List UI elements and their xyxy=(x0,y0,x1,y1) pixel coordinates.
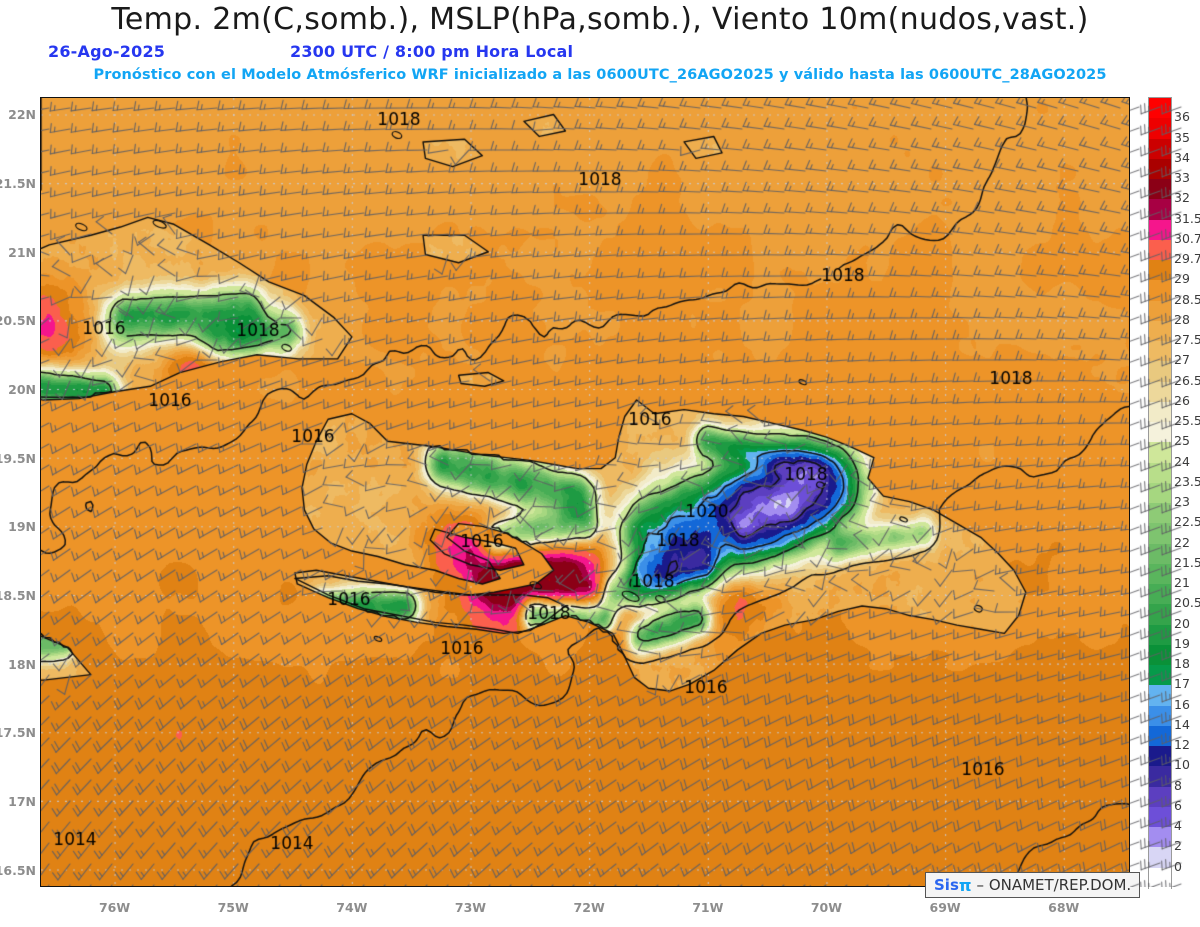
latitude-tick: 22N xyxy=(0,107,40,123)
latitude-tick-label: 21N xyxy=(8,244,36,260)
latitude-tick-label: 16.5N xyxy=(0,862,36,878)
longitude-tick-label: 68W xyxy=(1048,900,1080,915)
latitude-tick: 20N xyxy=(0,382,40,398)
longitude-tick: 74W xyxy=(322,900,382,916)
longitude-tick-label: 70W xyxy=(810,900,843,915)
longitude-tick-label: 71W xyxy=(692,900,724,915)
header-subline: 26-Ago-2025 2300 UTC / 8:00 pm Hora Loca… xyxy=(0,42,1200,64)
longitude-tick: 71W xyxy=(678,900,738,916)
longitude-tick: 69W xyxy=(915,900,975,916)
latitude-tick-label: 21.5N xyxy=(0,176,36,192)
longitude-tick: 73W xyxy=(441,900,501,916)
latitude-tick: 19.5N xyxy=(0,450,40,466)
latitude-tick-label: 20N xyxy=(8,382,36,398)
weather-map-canvas xyxy=(41,98,1129,886)
latitude-tick-label: 22N xyxy=(8,107,36,123)
longitude-tick: 70W xyxy=(796,900,856,916)
latitude-tick-label: 18N xyxy=(8,656,36,672)
credit-box: Sis π – ONAMET/REP.DOM. xyxy=(925,872,1141,898)
forecast-time: 2300 UTC / 8:00 pm Hora Local xyxy=(290,42,574,61)
overflow-wind-barbs xyxy=(1130,97,1200,887)
latitude-tick: 21.5N xyxy=(0,176,40,192)
latitude-tick: 21N xyxy=(0,244,40,260)
longitude-tick-label: 74W xyxy=(336,900,368,915)
longitude-tick-label: 73W xyxy=(454,900,487,915)
latitude-tick-label: 17.5N xyxy=(0,725,36,741)
latitude-tick-label: 19.5N xyxy=(0,450,36,466)
model-description: Pronóstico con el Modelo Atmósferico WRF… xyxy=(93,67,1107,83)
latitude-tick: 16.5N xyxy=(0,862,40,878)
forecast-date: 26-Ago-2025 xyxy=(48,42,166,61)
map-plot-area xyxy=(40,97,1130,887)
latitude-tick-label: 19N xyxy=(8,519,36,535)
page-title: Temp. 2m(C,somb.), MSLP(hPa,somb.), Vien… xyxy=(111,2,1089,37)
header: Temp. 2m(C,somb.), MSLP(hPa,somb.), Vien… xyxy=(0,0,1200,95)
latitude-tick: 18N xyxy=(0,656,40,672)
longitude-tick: 75W xyxy=(203,900,263,916)
latitude-tick: 17N xyxy=(0,793,40,809)
latitude-tick: 20.5N xyxy=(0,313,40,329)
latitude-tick-label: 17N xyxy=(8,793,36,809)
sis-label: Sis xyxy=(934,876,959,894)
longitude-tick: 68W xyxy=(1034,900,1094,916)
latitude-tick: 17.5N xyxy=(0,725,40,741)
longitude-tick-label: 72W xyxy=(573,900,605,915)
longitude-tick-label: 75W xyxy=(217,900,249,915)
organization-label: – ONAMET/REP.DOM. xyxy=(976,876,1132,894)
latitude-tick-label: 18.5N xyxy=(0,587,36,603)
longitude-tick: 72W xyxy=(559,900,619,916)
longitude-tick: 76W xyxy=(85,900,145,916)
latitude-tick: 19N xyxy=(0,519,40,535)
longitude-tick-label: 69W xyxy=(929,900,961,915)
pi-icon: π xyxy=(958,875,972,895)
latitude-tick: 18.5N xyxy=(0,587,40,603)
latitude-tick-label: 20.5N xyxy=(0,313,36,329)
longitude-tick-label: 76W xyxy=(98,900,131,915)
